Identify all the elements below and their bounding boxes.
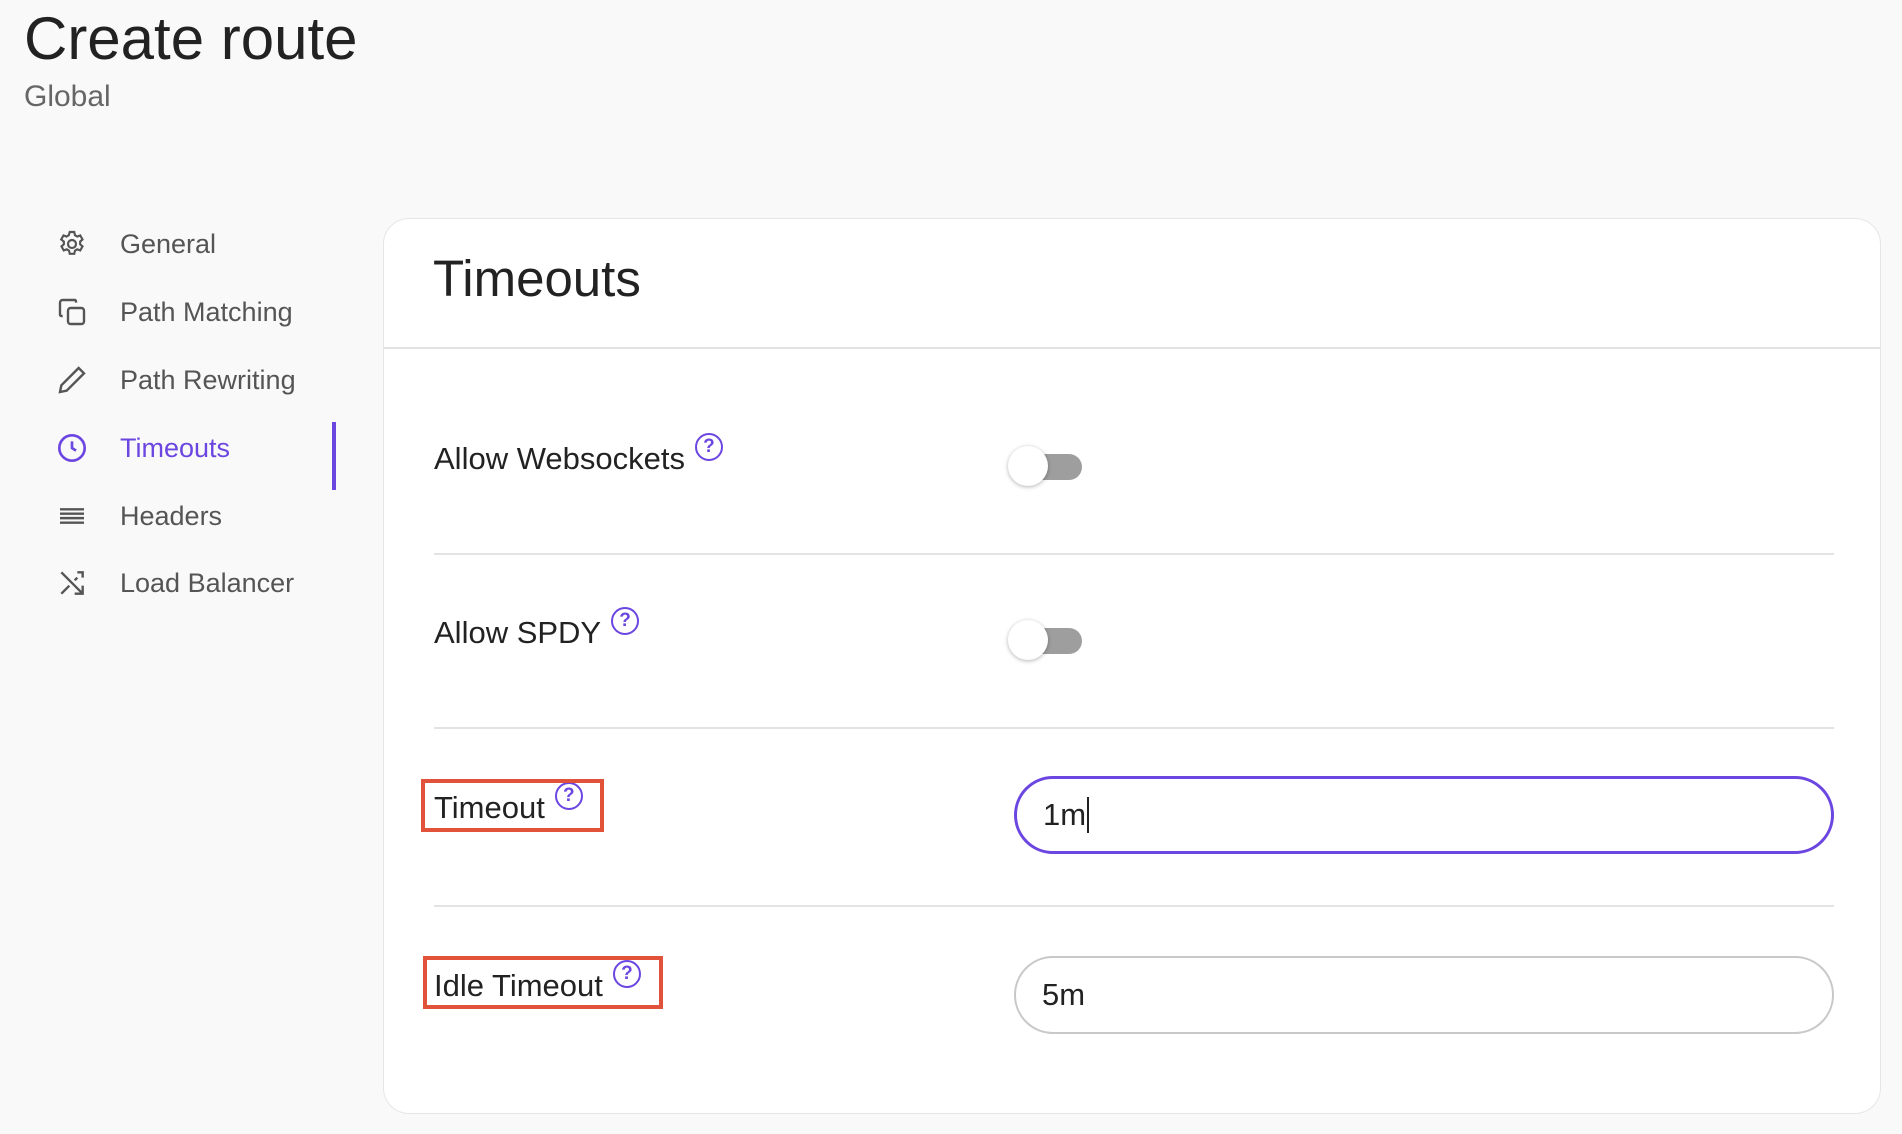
label-text: Allow SPDY	[434, 615, 602, 650]
spdy-toggle[interactable]	[1008, 618, 1084, 662]
websockets-label: Allow Websockets ?	[434, 433, 723, 477]
sidebar-item-path-rewriting[interactable]: Path Rewriting	[50, 350, 340, 410]
card-title: Timeouts	[433, 250, 641, 307]
input-value: 5m	[1042, 977, 1086, 1012]
idle-timeout-label: Idle Timeout ?	[434, 960, 641, 1004]
sidebar-item-load-balancer[interactable]: Load Balancer	[50, 553, 340, 613]
spdy-label: Allow SPDY ?	[434, 607, 640, 651]
divider	[434, 727, 1834, 729]
page-subtitle: Global	[24, 80, 111, 113]
help-icon[interactable]: ?	[611, 607, 640, 635]
highlight-box	[423, 956, 663, 1009]
label-text: Timeout	[434, 790, 545, 825]
idle-timeout-input[interactable]: 5m	[1014, 956, 1834, 1034]
sidebar-item-label: Timeouts	[120, 432, 231, 463]
gear-icon	[50, 222, 94, 266]
sidebar-item-label: Load Balancer	[120, 567, 295, 598]
timeout-input[interactable]: 1m	[1014, 776, 1834, 854]
toggle-knob	[1008, 620, 1048, 660]
sidebar-item-label: Path Rewriting	[120, 364, 296, 395]
sidebar-item-timeouts[interactable]: Timeouts	[50, 418, 340, 478]
copy-icon	[50, 290, 94, 334]
label-text: Idle Timeout	[434, 968, 603, 1003]
divider	[384, 347, 1880, 349]
list-icon	[50, 494, 94, 538]
sidebar-item-general[interactable]: General	[50, 214, 340, 274]
text-caret	[1087, 797, 1090, 833]
input-value: 1m	[1043, 797, 1087, 832]
highlight-box	[421, 779, 604, 832]
sidebar-item-label: Headers	[120, 500, 223, 531]
label-text: Allow Websockets	[434, 441, 685, 476]
clock-icon	[50, 426, 94, 470]
help-icon[interactable]: ?	[612, 960, 641, 988]
divider	[434, 905, 1834, 907]
page-title: Create route	[24, 5, 358, 72]
help-icon[interactable]: ?	[694, 433, 723, 461]
shuffle-icon	[50, 561, 94, 605]
timeouts-card: Timeouts Allow Websockets ? Allow SPDY ?…	[383, 218, 1881, 1114]
sidebar-item-path-matching[interactable]: Path Matching	[50, 282, 340, 342]
help-icon[interactable]: ?	[554, 782, 583, 810]
divider	[434, 553, 1834, 555]
timeout-label: Timeout ?	[434, 782, 583, 826]
sidebar-item-headers[interactable]: Headers	[50, 486, 340, 546]
active-indicator	[332, 422, 336, 490]
websockets-toggle[interactable]	[1008, 444, 1084, 488]
sidebar-item-label: Path Matching	[120, 296, 293, 327]
toggle-knob	[1008, 446, 1048, 486]
sidebar-item-label: General	[120, 228, 217, 259]
pencil-icon	[50, 358, 94, 402]
